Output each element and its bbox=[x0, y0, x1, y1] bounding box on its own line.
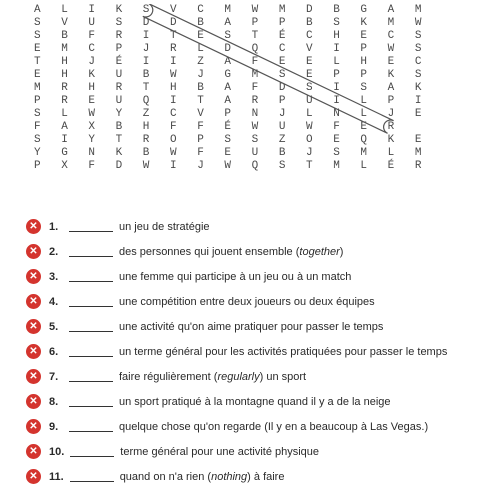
answer-blank[interactable] bbox=[69, 247, 113, 257]
clue-number: 4. bbox=[49, 296, 63, 308]
clue-text: une compétition entre deux joueurs ou de… bbox=[119, 296, 375, 308]
answer-blank[interactable] bbox=[69, 222, 113, 232]
clue-item: ✕ 4. une compétition entre deux joueurs ou… bbox=[26, 294, 476, 309]
incorrect-icon: ✕ bbox=[26, 469, 41, 484]
incorrect-icon: ✕ bbox=[26, 344, 41, 359]
clue-item: ✕ 2. des personnes qui jouent ensemble (to… bbox=[26, 244, 476, 259]
clue-number: 7. bbox=[49, 371, 63, 383]
answer-blank[interactable] bbox=[69, 422, 113, 432]
clue-text: terme général pour une activité physique bbox=[120, 446, 319, 458]
clue-text: des personnes qui jouent ensemble (toget… bbox=[119, 246, 343, 258]
answer-blank[interactable] bbox=[69, 397, 113, 407]
clue-text: faire régulièrement (regularly) un sport bbox=[119, 371, 306, 383]
answer-blank[interactable] bbox=[69, 297, 113, 307]
clue-text: un terme général pour les activités prat… bbox=[119, 346, 447, 358]
incorrect-icon: ✕ bbox=[26, 369, 41, 384]
clue-number: 1. bbox=[49, 221, 63, 233]
grid-row: T H J É I I Z A F E E L H E C bbox=[34, 56, 404, 69]
grid-row: M R H R T H B A F D S I S A K bbox=[34, 82, 404, 95]
answer-blank[interactable] bbox=[69, 372, 113, 382]
section-spacer bbox=[24, 173, 476, 219]
grid-row: S B F R I T E S T É C H E C S bbox=[34, 30, 404, 43]
incorrect-icon: ✕ bbox=[26, 394, 41, 409]
incorrect-icon: ✕ bbox=[26, 244, 41, 259]
answer-blank[interactable] bbox=[70, 472, 114, 482]
grid-row: S V U S D D B A P P B S K M W bbox=[34, 17, 404, 30]
clue-number: 3. bbox=[49, 271, 63, 283]
clue-item: ✕ 5. une activité qu'on aime pratiquer pou… bbox=[26, 319, 476, 334]
grid-row: S I Y T R O P S S Z O E Q K E bbox=[34, 134, 404, 147]
grid-row: A L I K S V C M W M D B G A M bbox=[34, 4, 404, 17]
clue-number: 8. bbox=[49, 396, 63, 408]
clue-item: ✕ 10. terme général pour une activité phys… bbox=[26, 444, 476, 459]
answer-blank[interactable] bbox=[69, 347, 113, 357]
grid-row: E H K U B W J G M S E P P K S bbox=[34, 69, 404, 82]
clue-text: un sport pratiqué à la montagne quand il… bbox=[119, 396, 391, 408]
clue-text: un jeu de stratégie bbox=[119, 221, 210, 233]
clue-item: ✕ 7. faire régulièrement (regularly) un sp… bbox=[26, 369, 476, 384]
clue-item: ✕ 8. un sport pratiqué à la montagne quand… bbox=[26, 394, 476, 409]
clue-text: une activité qu'on aime pratiquer pour p… bbox=[119, 321, 383, 333]
clue-number: 11. bbox=[49, 471, 64, 483]
grid-row: P X F D W I J W Q S T M L É R bbox=[34, 160, 404, 173]
clue-item: ✕ 3. une femme qui participe à un jeu ou à… bbox=[26, 269, 476, 284]
clue-number: 9. bbox=[49, 421, 63, 433]
incorrect-icon: ✕ bbox=[26, 269, 41, 284]
clue-number: 6. bbox=[49, 346, 63, 358]
clue-list: ✕ 1. un jeu de stratégie ✕ 2. des personnes q… bbox=[24, 219, 476, 484]
clue-text: quand on n'a rien (nothing) à faire bbox=[120, 471, 285, 483]
incorrect-icon: ✕ bbox=[26, 419, 41, 434]
clue-item: ✕ 9. quelque chose qu'on regarde (Il y en … bbox=[26, 419, 476, 434]
grid-row: E M C P J R L D Q C V I P W S bbox=[34, 43, 404, 56]
word-search-grid: A L I K S V C M W M D B G A MS V U S D D… bbox=[34, 4, 404, 173]
clue-text: une femme qui participe à un jeu ou à un… bbox=[119, 271, 351, 283]
clue-item: ✕ 6. un terme général pour les activités p… bbox=[26, 344, 476, 359]
word-search-grid-wrap: A L I K S V C M W M D B G A MS V U S D D… bbox=[34, 4, 404, 173]
grid-row: S L W Y Z C V P N J L N L J E bbox=[34, 108, 404, 121]
clue-number: 2. bbox=[49, 246, 63, 258]
answer-blank[interactable] bbox=[69, 322, 113, 332]
grid-row: F A X B H F F É W U W F E R bbox=[34, 121, 404, 134]
clue-item: ✕ 1. un jeu de stratégie bbox=[26, 219, 476, 234]
incorrect-icon: ✕ bbox=[26, 219, 41, 234]
worksheet-page: A L I K S V C M W M D B G A MS V U S D D… bbox=[0, 0, 500, 484]
clue-number: 10. bbox=[49, 446, 64, 458]
answer-blank[interactable] bbox=[69, 272, 113, 282]
incorrect-icon: ✕ bbox=[26, 294, 41, 309]
grid-row: P R E U Q I T A R P U I L P I bbox=[34, 95, 404, 108]
grid-row: Y G N K B W F E U B J S M L M bbox=[34, 147, 404, 160]
clue-text: quelque chose qu'on regarde (Il y en a b… bbox=[119, 421, 428, 433]
answer-blank[interactable] bbox=[70, 447, 114, 457]
clue-number: 5. bbox=[49, 321, 63, 333]
incorrect-icon: ✕ bbox=[26, 319, 41, 334]
incorrect-icon: ✕ bbox=[26, 444, 41, 459]
clue-item: ✕ 11. quand on n'a rien (nothing) à faire bbox=[26, 469, 476, 484]
